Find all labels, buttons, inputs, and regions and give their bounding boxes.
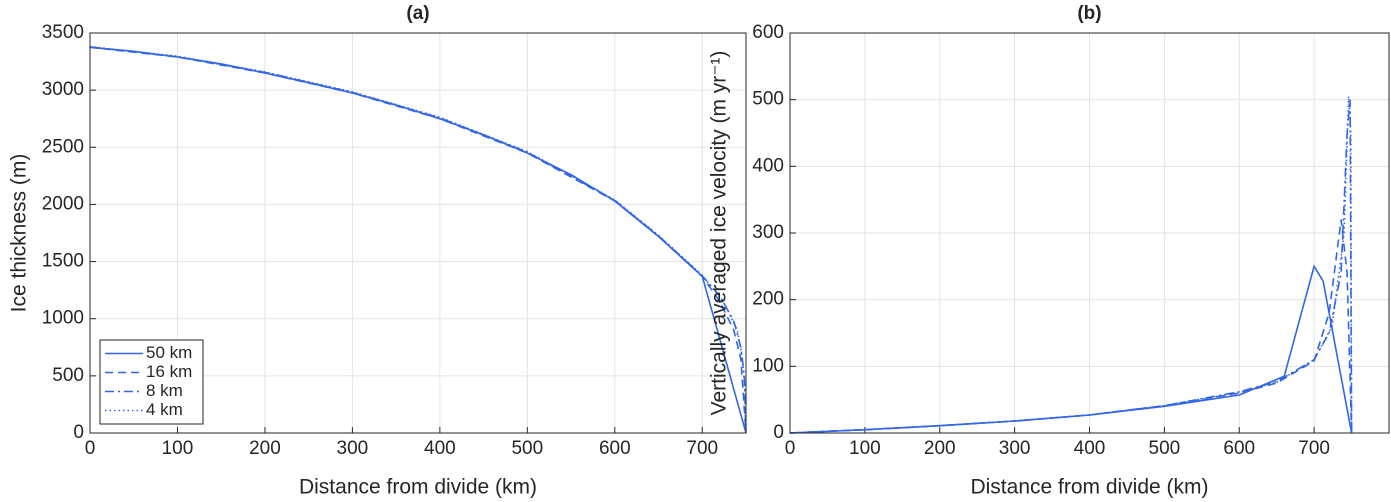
- y-axis-label: Ice thickness (m): [8, 154, 31, 313]
- x-tick-label: 500: [1149, 438, 1181, 459]
- chart-title: (a): [406, 3, 429, 24]
- y-tick-label: 3000: [42, 79, 84, 100]
- x-tick-label: 500: [511, 438, 543, 459]
- x-tick-label: 600: [1223, 438, 1255, 459]
- x-tick-label: 400: [1074, 438, 1106, 459]
- chart-panel: 0 100 200 300 400 500 600 700 0 500 1000 1500 2000 25…: [8, 3, 747, 499]
- legend-label: 50 km: [146, 343, 192, 362]
- y-tick-label: 200: [752, 289, 784, 310]
- x-tick-label: 0: [85, 438, 96, 459]
- x-tick-label: 300: [999, 438, 1031, 459]
- x-tick-label: 600: [599, 438, 631, 459]
- x-tick-label: 300: [337, 438, 369, 459]
- y-tick-label: 0: [73, 422, 84, 443]
- legend-label: 4 km: [146, 400, 183, 419]
- x-axis-label: Distance from divide (km): [970, 476, 1208, 499]
- y-tick-label: 100: [752, 355, 784, 376]
- x-tick-label: 700: [1298, 438, 1330, 459]
- y-tick-label: 2000: [42, 193, 84, 214]
- chart-title: (b): [1077, 3, 1101, 24]
- y-axis-label: Vertically averaged ice velocity (m yr⁻¹…: [708, 51, 731, 416]
- y-tick-label: 400: [752, 155, 784, 176]
- y-tick-label: 600: [752, 22, 784, 43]
- y-tick-label: 0: [773, 422, 784, 443]
- data-line: [789, 219, 1353, 434]
- y-tick-label: 3500: [42, 22, 84, 43]
- x-tick-label: 100: [162, 438, 194, 459]
- legend-label: 8 km: [146, 381, 183, 400]
- chart-panel: 0 100 200 300 400 500 600 700 0 100 200 300 400 500 60…: [708, 3, 1390, 499]
- axes-box: [89, 32, 747, 434]
- x-tick-label: 200: [924, 438, 956, 459]
- data-line: [89, 45, 747, 434]
- data-line: [89, 46, 747, 434]
- x-tick-label: 200: [249, 438, 281, 459]
- data-line: [789, 96, 1353, 434]
- x-tick-label: 100: [849, 438, 881, 459]
- x-tick-label: 0: [785, 438, 796, 459]
- x-tick-label: 400: [424, 438, 456, 459]
- legend-label: 16 km: [146, 362, 192, 381]
- y-tick-label: 1000: [42, 308, 84, 329]
- data-line: [789, 264, 1353, 434]
- y-tick-label: 1500: [42, 251, 84, 272]
- y-tick-label: 500: [752, 89, 784, 110]
- axes-box: [789, 32, 1390, 434]
- x-tick-label: 700: [686, 438, 718, 459]
- y-tick-label: 300: [752, 222, 784, 243]
- x-axis-label: Distance from divide (km): [299, 476, 537, 499]
- y-tick-label: 2500: [42, 136, 84, 157]
- y-tick-label: 500: [52, 365, 84, 386]
